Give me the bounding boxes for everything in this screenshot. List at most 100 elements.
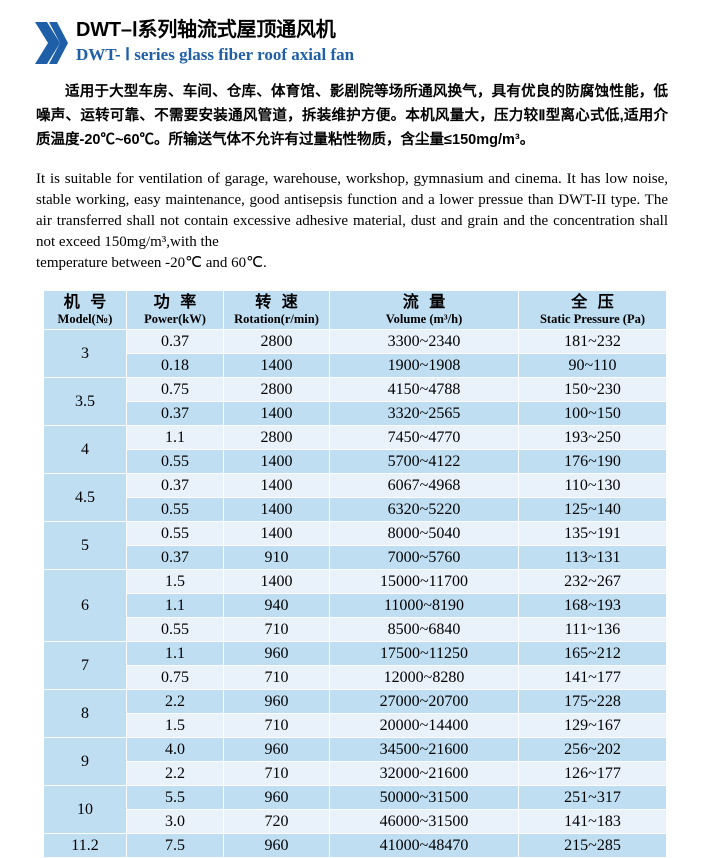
cell-model: 4.5 [44,474,126,521]
cell-model: 11.2 [44,834,126,857]
table-row: 0.75 710 12000~8280 141~177 [44,666,666,689]
table-row: 0.55 710 8500~6840 111~136 [44,618,666,641]
cell-pressure: 168~193 [519,594,666,617]
cell-volume: 46000~31500 [330,810,518,833]
column-header-pressure: 全 压 Static Pressure (Pa) [519,291,666,329]
cell-volume: 3300~2340 [330,330,518,353]
column-header-power-en: Power(kW) [144,312,206,326]
cell-pressure: 193~250 [519,426,666,449]
cell-volume: 34500~21600 [330,738,518,761]
cell-rotation: 940 [224,594,329,617]
cell-model: 4 [44,426,126,473]
cell-volume: 41000~48470 [330,834,518,857]
column-header-pressure-en: Static Pressure (Pa) [539,312,646,326]
cell-pressure: 232~267 [519,570,666,593]
cell-power: 0.55 [127,618,223,641]
cell-power: 0.75 [127,666,223,689]
table-row: 10 5.5 960 50000~31500 251~317 [44,786,666,833]
column-header-volume-cn: 流 量 [402,294,449,311]
column-header-model-cn: 机 号 [63,294,110,311]
table-row: 0.55 1400 6320~5220 125~140 [44,498,666,521]
cell-power: 0.55 [127,450,223,473]
header-titles: DWT–Ⅰ系列轴流式屋顶通风机 DWT- Ⅰ series glass fibe… [68,18,354,66]
cell-pressure: 141~177 [519,666,666,689]
table-row: 11.2 7.5 960 41000~48470 215~285 [44,834,666,857]
cell-model: 6 [44,570,126,641]
cell-rotation: 710 [224,618,329,641]
table-row: 1.5 710 20000~14400 129~167 [44,714,666,737]
column-header-power-cn: 功 率 [153,294,200,311]
table-row: 4 1.1 2800 7450~4770 193~250 [44,426,666,473]
cell-rotation: 710 [224,714,329,737]
cell-volume: 12000~8280 [330,666,518,689]
cell-model: 5 [44,522,126,569]
cell-pressure: 176~190 [519,450,666,473]
description-paragraph-en: It is suitable for ventilation of garage… [36,169,668,274]
table-row: 0.37 910 7000~5760 113~131 [44,546,666,569]
cell-volume: 5700~4122 [330,450,518,473]
cell-rotation: 960 [224,690,329,713]
cell-rotation: 1400 [224,570,329,593]
cell-pressure: 181~232 [519,330,666,353]
page-header: DWT–Ⅰ系列轴流式屋顶通风机 DWT- Ⅰ series glass fibe… [0,0,704,66]
cell-pressure: 165~212 [519,642,666,665]
cell-pressure: 113~131 [519,546,666,569]
cell-power: 0.55 [127,522,223,545]
column-header-volume-en: Volume (m³/h) [385,312,463,326]
cell-pressure: 150~230 [519,378,666,401]
cell-pressure: 135~191 [519,522,666,545]
cell-power: 0.75 [127,378,223,401]
cell-power: 4.0 [127,738,223,761]
cell-rotation: 2800 [224,378,329,401]
cell-pressure: 126~177 [519,762,666,785]
spec-table-head: 机 号 Model(№) 功 率 Power(kW) 转 速 Rotation(… [44,291,666,329]
cell-pressure: 111~136 [519,618,666,641]
table-row: 6 1.5 1400 15000~11700 232~267 [44,570,666,641]
cell-pressure: 256~202 [519,738,666,761]
column-header-pressure-cn: 全 压 [571,294,617,311]
cell-pressure: 141~183 [519,810,666,833]
spec-table-wrapper: 机 号 Model(№) 功 率 Power(kW) 转 速 Rotation(… [43,290,667,858]
cell-power: 1.1 [127,426,223,449]
cell-pressure: 251~317 [519,786,666,809]
double-chevron-icon [34,20,68,66]
cell-model: 3 [44,330,126,377]
table-row: 0.37 1400 3320~2565 100~150 [44,402,666,425]
cell-volume: 15000~11700 [330,570,518,593]
cell-pressure: 110~130 [519,474,666,497]
cell-volume: 32000~21600 [330,762,518,785]
table-row: 5 0.55 1400 8000~5040 135~191 [44,522,666,569]
cell-power: 2.2 [127,690,223,713]
page-title-en: DWT- Ⅰ series glass fiber roof axial fan [76,45,355,64]
cell-power: 1.5 [127,714,223,737]
cell-power: 2.2 [127,762,223,785]
cell-power: 7.5 [127,834,223,857]
cell-rotation: 1400 [224,522,329,545]
cell-rotation: 1400 [224,474,329,497]
cell-rotation: 960 [224,738,329,761]
cell-rotation: 910 [224,546,329,569]
cell-pressure: 215~285 [519,834,666,857]
table-header-row: 机 号 Model(№) 功 率 Power(kW) 转 速 Rotation(… [44,291,666,329]
cell-power: 0.18 [127,354,223,377]
table-row: 3.5 0.75 2800 4150~4788 150~230 [44,378,666,425]
cell-volume: 8000~5040 [330,522,518,545]
cell-rotation: 960 [224,642,329,665]
page-title-cn: DWT–Ⅰ系列轴流式屋顶通风机 [76,19,336,41]
cell-model: 7 [44,642,126,689]
table-row: 3.0 720 46000~31500 141~183 [44,810,666,833]
cell-power: 0.37 [127,330,223,353]
table-row: 3 0.37 2800 3300~2340 181~232 [44,330,666,377]
table-row: 0.18 1400 1900~1908 90~110 [44,354,666,377]
cell-volume: 7450~4770 [330,426,518,449]
column-header-power: 功 率 Power(kW) [127,291,223,329]
cell-rotation: 2800 [224,330,329,353]
cell-volume: 4150~4788 [330,378,518,401]
cell-pressure: 100~150 [519,402,666,425]
cell-power: 1.1 [127,594,223,617]
description-en-main: It is suitable for ventilation of garage… [36,171,668,250]
cell-rotation: 960 [224,786,329,809]
cell-volume: 6067~4968 [330,474,518,497]
column-header-volume: 流 量 Volume (m³/h) [330,291,518,329]
